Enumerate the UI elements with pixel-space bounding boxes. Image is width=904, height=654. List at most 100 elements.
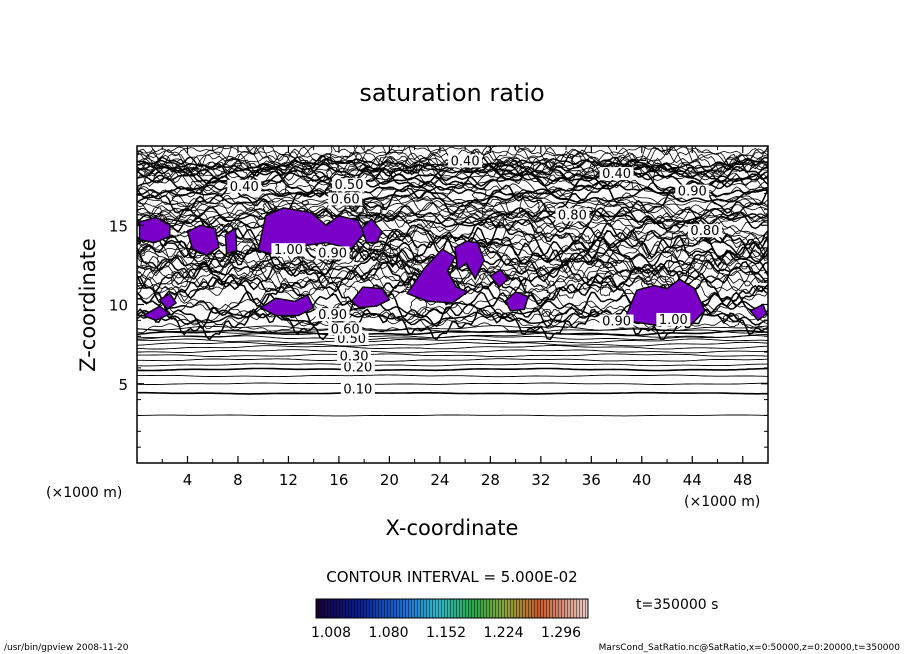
supersaturated-region-7 [259, 294, 315, 317]
contour-eddy [151, 206, 162, 218]
contour-eddy [373, 243, 402, 258]
colorbar-tick-label: 1.152 [426, 625, 466, 641]
contour-label-bg [340, 382, 375, 396]
contour-eddy [389, 231, 419, 270]
contour-label-bg [271, 243, 306, 257]
x-unit-left: (×1000 m) [46, 485, 122, 501]
contour-line [137, 165, 768, 195]
contour-label-bg [448, 154, 483, 168]
contour-eddy [222, 159, 243, 170]
contour-line [137, 358, 768, 362]
contour-interval-label: CONTOUR INTERVAL = 5.000E-02 [326, 568, 577, 586]
contour-eddy [589, 254, 620, 270]
contour-eddy [495, 159, 523, 180]
colorbar: 1.008 1.080 1.152 1.224 1.296 [311, 598, 589, 641]
contour-eddy [481, 198, 511, 228]
contour-eddy [171, 186, 205, 209]
contour-label: 0.90 [602, 315, 631, 330]
x-tick-label: 44 [683, 471, 702, 489]
x-tick-label: 20 [380, 471, 399, 489]
supersaturated-region-6 [141, 305, 172, 322]
contour-line [137, 345, 768, 350]
colorbar-tick-label: 1.080 [368, 625, 408, 641]
supersaturated-region-0 [138, 216, 171, 244]
contour-label-bg [337, 349, 372, 363]
contour-eddy [570, 153, 583, 169]
contour-line [137, 367, 768, 372]
contour-eddy [531, 159, 555, 176]
contour-label-bg [656, 312, 691, 326]
contour-label: 0.40 [451, 154, 480, 169]
contour-line [137, 414, 768, 417]
supersaturated-region-8 [350, 286, 391, 309]
contour-label: 0.40 [602, 167, 631, 182]
supersaturated-region-1 [186, 224, 220, 257]
contour-line [137, 382, 768, 385]
contour-eddy [362, 201, 386, 215]
supersaturated-region-9 [406, 248, 470, 304]
supersaturated-region-2 [224, 227, 238, 255]
contour-eddy [153, 171, 165, 184]
contour-label: 0.90 [318, 246, 347, 261]
contour-line [137, 363, 768, 367]
contour-line [137, 318, 768, 334]
x-tick-label: 48 [733, 471, 752, 489]
contour-label-bg [328, 192, 363, 206]
contour-line [137, 206, 768, 224]
contour-label-bg [332, 178, 367, 192]
contour-eddy [301, 158, 331, 182]
y-axis-label: Z-coordinate [76, 238, 100, 372]
contour-eddy [528, 287, 552, 303]
contour-line [137, 164, 768, 180]
contour-line [137, 329, 768, 337]
contour-label-bg [599, 314, 634, 328]
x-tick-label: 28 [481, 471, 500, 489]
contour-label: 0.80 [690, 224, 719, 239]
contour-line [137, 244, 768, 265]
contour-eddy [517, 259, 531, 268]
contour-eddy [519, 195, 541, 219]
contour-eddy [142, 155, 162, 177]
x-tick-label: 24 [430, 471, 449, 489]
y-tick-label: 5 [118, 376, 128, 394]
contour-line [137, 341, 768, 347]
contour-label: 0.80 [558, 208, 587, 223]
contour-label: 0.20 [343, 360, 372, 375]
x-tick-label: 32 [531, 471, 550, 489]
contour-eddy [418, 180, 428, 188]
plot-area: 0.100.200.300.500.600.901.00 0.900.400.40… [109, 145, 769, 489]
contour-label-bg [340, 360, 375, 374]
contour-label-bg [227, 179, 262, 193]
contour-eddy [586, 269, 615, 289]
chart-title: saturation ratio [359, 79, 544, 107]
x-tick-label: 36 [582, 471, 601, 489]
contour-eddy [353, 197, 384, 219]
contour-label-bg [675, 184, 710, 198]
contour-eddy [301, 200, 310, 205]
contour-labels: 0.100.200.300.500.600.901.00 0.900.400.40… [227, 154, 722, 398]
contour-eddy [548, 309, 563, 324]
contour-line [137, 241, 768, 280]
contour-label: 0.60 [331, 192, 360, 207]
contour-eddy [262, 200, 277, 214]
x-unit-right: (×1000 m) [684, 494, 760, 510]
contour-label-bg [599, 167, 634, 181]
supersaturated-region-5 [158, 292, 178, 311]
contour-label: 0.50 [337, 332, 366, 347]
contour-line [137, 332, 768, 339]
contour-line [137, 187, 768, 206]
x-tick-label: 16 [329, 471, 348, 489]
footer-right: MarsCond_SatRatio.nc@SatRatio,x=0:50000,… [599, 643, 901, 653]
contour-eddy [202, 252, 235, 269]
x-tick-label: 12 [279, 471, 298, 489]
supersaturated-region-12 [504, 290, 530, 312]
y-tick-label: 15 [109, 217, 128, 235]
contour-line [137, 349, 768, 354]
contour-eddy [599, 286, 613, 297]
contour-label-bg [315, 246, 350, 260]
colorbar-tick-label: 1.224 [483, 625, 523, 641]
time-label: t=350000 s [636, 597, 718, 613]
contour-label-bg [687, 224, 722, 238]
contour-line [137, 224, 768, 264]
contour-line [137, 158, 768, 171]
